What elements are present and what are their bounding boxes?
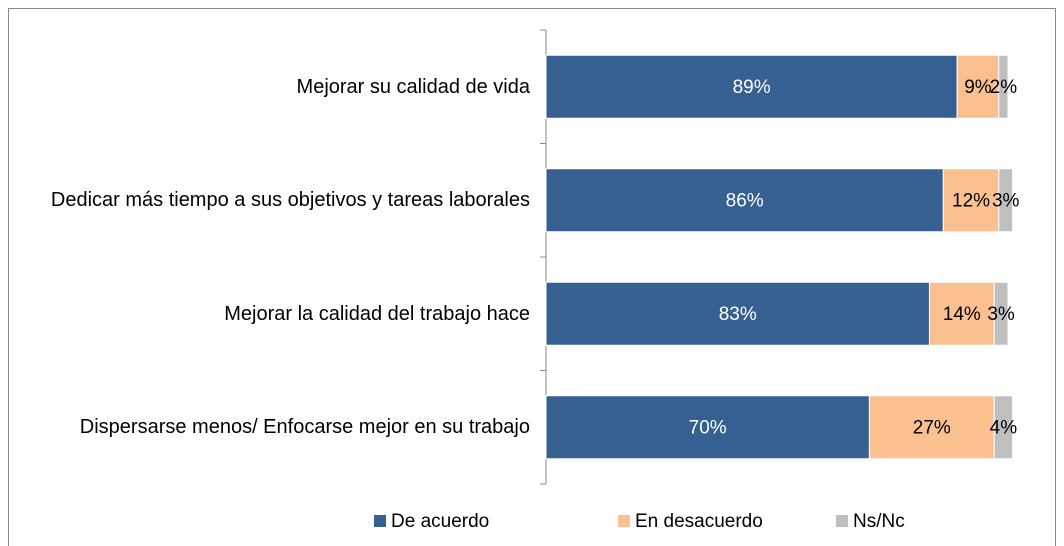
- category-label: Dispersarse menos/ Enfocarse mejor en su…: [20, 413, 530, 441]
- category-label: Mejorar la calidad del trabajo hace: [20, 300, 530, 328]
- bar-segment: [998, 54, 1009, 119]
- bar-segment: [545, 281, 930, 346]
- bar-segment: [545, 54, 958, 119]
- bar-segment: [545, 395, 870, 460]
- bar-segment: [545, 168, 944, 233]
- bar-segment: [928, 281, 995, 346]
- legend-swatch: [618, 515, 630, 527]
- bar-segment: [998, 168, 1014, 233]
- bar-segment: [993, 281, 1009, 346]
- chart-border: [8, 8, 1056, 546]
- value-label: 27%: [913, 417, 951, 438]
- value-label: 3%: [992, 190, 1020, 211]
- category-label-text: Dedicar más tiempo a sus objetivos y tar…: [50, 189, 530, 212]
- category-label-text: Dispersarse menos/ Enfocarse mejor en su…: [79, 416, 530, 439]
- bar-segment: [942, 168, 1000, 233]
- legend-label: Ns/Nc: [853, 511, 905, 532]
- value-label: 4%: [990, 417, 1018, 438]
- bar-segment: [868, 395, 995, 460]
- legend-swatch: [374, 515, 386, 527]
- value-label: 14%: [943, 304, 981, 325]
- value-label: 86%: [726, 190, 764, 211]
- legend-swatch: [836, 515, 848, 527]
- bar-segment: [993, 395, 1014, 460]
- value-label: 9%: [964, 77, 992, 98]
- value-label: 83%: [719, 304, 757, 325]
- value-label: 70%: [689, 417, 727, 438]
- value-label: 89%: [733, 77, 771, 98]
- legend-label: En desacuerdo: [635, 511, 763, 532]
- value-label: 3%: [987, 304, 1015, 325]
- legend-label: De acuerdo: [391, 511, 489, 532]
- category-label: Mejorar su calidad de vida: [20, 73, 530, 101]
- value-label: 2%: [990, 77, 1018, 98]
- value-label: 12%: [952, 190, 990, 211]
- category-label: Dedicar más tiempo a sus objetivos y tar…: [20, 186, 530, 214]
- category-label-text: Mejorar la calidad del trabajo hace: [224, 302, 530, 325]
- category-label-text: Mejorar su calidad de vida: [296, 75, 530, 98]
